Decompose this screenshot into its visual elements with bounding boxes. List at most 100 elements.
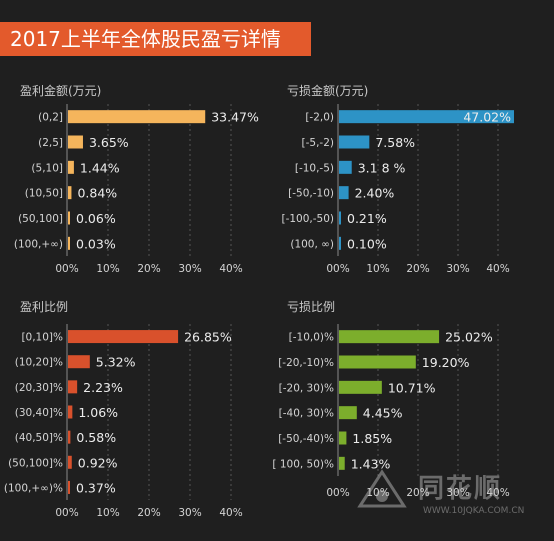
- bar: [339, 406, 357, 420]
- category-label: [-5,-2): [302, 137, 334, 149]
- category-label: [-50,-10): [288, 188, 334, 200]
- x-tick-label: 30%: [178, 263, 201, 275]
- chart-loss-ratio: 00% 10% 20% 30% 40% [-10,0)% 25.02% [-20,-10)% 1…: [272, 324, 510, 499]
- watermark: 同花顺 WWW.10JQKA.COM.CN: [348, 462, 548, 522]
- bar: [339, 330, 440, 344]
- chart-profit-ratio: 00% 10% 20% 30% 40% [0,10]% 26.85% (10,20]% 5.32…: [4, 324, 243, 519]
- category-label: (5,10]: [31, 162, 63, 174]
- x-tick-label: 10%: [366, 487, 389, 499]
- data-label: 7.58%: [375, 135, 415, 150]
- x-tick-label: 40%: [486, 487, 509, 499]
- data-label: 4.45%: [363, 406, 403, 421]
- data-label: 3.65%: [89, 135, 129, 150]
- x-tick-label: 20%: [406, 263, 429, 275]
- x-tick-label: 40%: [486, 263, 509, 275]
- category-label: [-20, 30)%: [279, 382, 334, 394]
- data-label: 1.44%: [80, 160, 120, 175]
- bar: [68, 135, 83, 149]
- x-tick-label: 00%: [55, 263, 78, 275]
- bar: [339, 135, 370, 149]
- watermark-brand: 同花顺: [418, 474, 503, 504]
- data-label: 26.85%: [184, 330, 232, 345]
- page-title: 2017上半年全体股民盈亏详情: [10, 27, 281, 51]
- bar: [339, 380, 382, 394]
- x-tick-label: 10%: [96, 507, 119, 519]
- bar: [339, 110, 514, 124]
- bar: [339, 211, 341, 225]
- x-tick-label: 00%: [55, 507, 78, 519]
- data-label: 2.40%: [355, 186, 395, 201]
- category-label: (30,40]%: [15, 407, 63, 419]
- category-label: (0,2]: [38, 112, 63, 124]
- chart-loss-amount: 00% 10% 20% 30% 40% [-2,0) 47.02% [-5,-2) 7.58% […: [281, 104, 514, 275]
- category-label: [0,10]%: [21, 332, 63, 344]
- bar: [339, 355, 416, 369]
- data-label: 19.20%: [422, 355, 470, 370]
- data-label: 3.1 8 %: [358, 160, 406, 175]
- bar: [68, 330, 179, 344]
- data-label: 1.85%: [352, 431, 392, 446]
- x-tick-label: 40%: [219, 263, 242, 275]
- category-label: [-20,-10)%: [278, 357, 334, 369]
- chart-title-profit-ratio: 盈利比例: [20, 300, 69, 314]
- chart-profit-amount: 00% 10% 20% 30% 40% (0,2] 33.47% (2,5] 3.65% (5,1…: [14, 104, 259, 275]
- data-label: 5.32%: [96, 355, 136, 370]
- bar: [68, 110, 206, 124]
- bar: [339, 456, 345, 470]
- bar: [68, 355, 90, 369]
- x-tick-label: 20%: [137, 507, 160, 519]
- category-label: (100,+∞): [14, 238, 63, 250]
- data-label: 0.37%: [76, 480, 116, 495]
- category-label: [-40, 30)%: [279, 408, 334, 420]
- x-tick-label: 10%: [366, 263, 389, 275]
- chart-title-profit-amount: 盈利金额(万元): [20, 84, 102, 98]
- data-label: 2.23%: [83, 380, 123, 395]
- data-label: 0.03%: [76, 236, 116, 251]
- data-label: 0.92%: [78, 455, 118, 470]
- bar: [68, 455, 72, 469]
- data-label: 10.71%: [388, 380, 436, 395]
- data-label: 0.58%: [76, 430, 116, 445]
- bar: [339, 160, 352, 174]
- x-tick-label: 00%: [326, 263, 349, 275]
- title-bar: 2017上半年全体股民盈亏详情: [0, 22, 311, 56]
- data-label: 0.10%: [347, 236, 387, 251]
- category-label: [-10,0)%: [289, 332, 334, 344]
- category-label: (2,5]: [38, 137, 63, 149]
- data-label: 25.02%: [445, 330, 493, 345]
- watermark-url: WWW.10JQKA.COM.CN: [423, 506, 525, 516]
- category-label: (100, ∞): [290, 238, 334, 250]
- category-label: [-100,-50): [281, 213, 334, 225]
- bar: [68, 211, 70, 225]
- chart-title-loss-ratio: 亏损比例: [287, 300, 336, 314]
- x-tick-label: 20%: [406, 487, 429, 499]
- category-label: (100,+∞)%: [4, 482, 63, 494]
- bar: [68, 186, 72, 200]
- bar: [68, 236, 70, 250]
- x-tick-label: 30%: [178, 507, 201, 519]
- category-label: [-50,-40)%: [278, 433, 334, 445]
- category-label: (20,30]%: [15, 382, 63, 394]
- category-label: (10,50]: [25, 188, 63, 200]
- data-label: 0.84%: [77, 186, 117, 201]
- bar: [68, 480, 70, 494]
- data-label: 0.21%: [347, 211, 387, 226]
- bar: [68, 430, 71, 444]
- x-tick-label: 30%: [446, 263, 469, 275]
- bar: [339, 431, 347, 445]
- category-label: (50,100]%: [8, 457, 63, 469]
- data-label: 1.06%: [78, 405, 118, 420]
- bar: [339, 186, 349, 200]
- category-label: (50,100]: [18, 213, 63, 225]
- x-tick-label: 10%: [96, 263, 119, 275]
- category-label: (40,50]%: [15, 432, 63, 444]
- data-label: 0.06%: [76, 211, 116, 226]
- category-label: (10,20]%: [15, 357, 63, 369]
- category-label: [-2,0): [305, 112, 334, 124]
- x-tick-label: 00%: [326, 487, 349, 499]
- data-label: 47.02%: [463, 110, 511, 125]
- data-label: 33.47%: [211, 110, 259, 125]
- data-label: 1.43%: [351, 456, 391, 471]
- x-tick-label: 30%: [446, 487, 469, 499]
